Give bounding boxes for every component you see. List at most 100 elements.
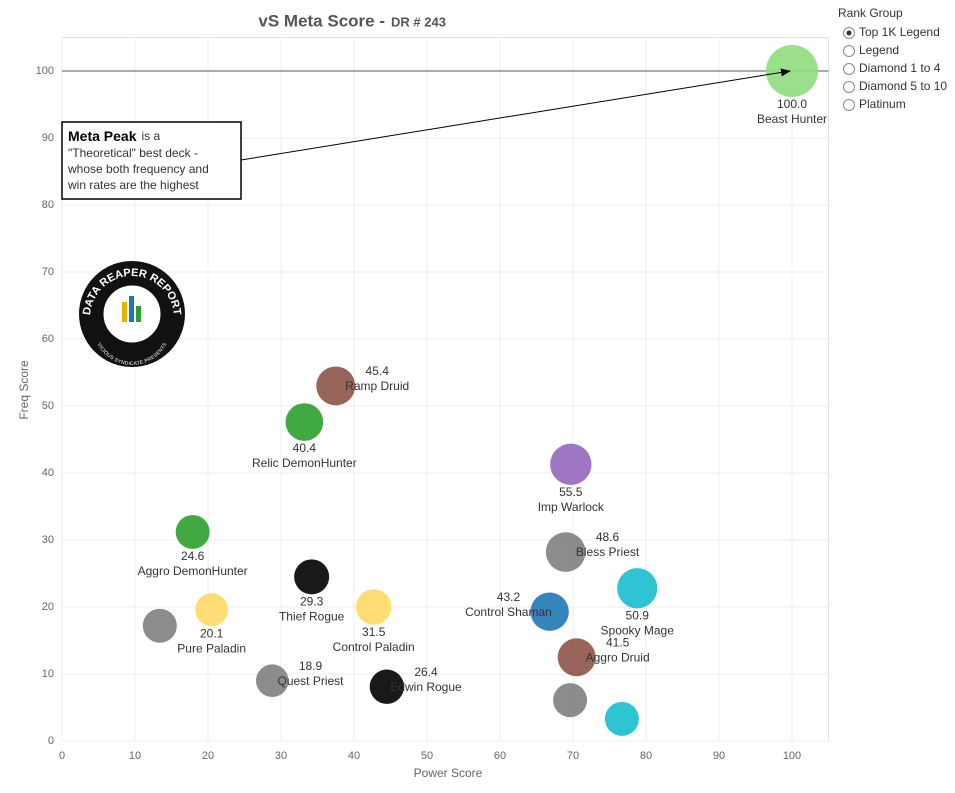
logo: DATA REAPER REPORT VICIOUS SYNDICATE PRE… xyxy=(79,261,185,367)
bubble xyxy=(553,683,588,718)
radio[interactable] xyxy=(843,99,855,111)
legend: Rank Group Top 1K Legend Legend Diamond 1 … xyxy=(838,6,947,111)
x-tick-label: 60 xyxy=(494,750,506,762)
annotation-line: Meta Peak is a xyxy=(68,128,160,144)
bubble xyxy=(316,366,356,406)
score-label: 55.5 xyxy=(559,485,583,499)
score-label: 26.4 xyxy=(414,665,438,679)
legend-label[interactable]: Diamond 1 to 4 xyxy=(859,61,941,75)
legend-title: Rank Group xyxy=(838,6,903,20)
score-label: 40.4 xyxy=(293,441,317,455)
score-label: 20.1 xyxy=(200,626,224,640)
annotation-line: "Theoretical" best deck - xyxy=(68,146,198,160)
y-tick-label: 60 xyxy=(42,333,54,345)
logo-icon xyxy=(136,306,141,322)
grid: 0 10 20 30 40 50 60 70 80 90 100 0 10 20 30 40 50 60 70 80 9… xyxy=(36,37,829,762)
legend-label[interactable]: Platinum xyxy=(859,97,906,111)
bubble xyxy=(285,403,324,441)
x-tick-label: 20 xyxy=(202,750,214,762)
score-label: 29.3 xyxy=(300,595,324,609)
bubble xyxy=(557,638,596,677)
annotation-line: win rates are the highest xyxy=(67,178,199,192)
y-tick-label: 20 xyxy=(42,601,54,613)
y-tick-label: 100 xyxy=(36,65,54,77)
radio[interactable] xyxy=(843,63,855,75)
legend-option[interactable]: Platinum xyxy=(843,97,906,111)
legend-label[interactable]: Diamond 5 to 10 xyxy=(859,79,947,93)
y-tick-label: 0 xyxy=(48,735,54,747)
y-tick-label: 30 xyxy=(42,534,54,546)
score-label: 41.5 xyxy=(606,635,630,649)
annotation-arrow xyxy=(240,68,791,161)
score-label: 24.6 xyxy=(181,549,205,563)
score-label: 100.0 xyxy=(777,97,807,111)
annotation-bold: Meta Peak xyxy=(68,128,137,144)
chart-subtitle: DR # 243 xyxy=(391,14,446,29)
point-label: Bless Priest xyxy=(576,545,640,559)
point-label: Ramp Druid xyxy=(345,379,409,393)
radio-dot xyxy=(846,30,852,36)
annotation-line: whose both frequency and xyxy=(67,162,209,176)
chart-title: vS Meta Score - xyxy=(258,11,385,30)
score-label: 50.9 xyxy=(626,609,650,623)
point-label: Aggro DemonHunter xyxy=(138,564,248,578)
x-tick-label: 0 xyxy=(59,750,65,762)
y-tick-label: 90 xyxy=(42,132,54,144)
x-tick-label: 90 xyxy=(713,750,725,762)
point-label: Beast Hunter xyxy=(757,112,827,126)
bubble xyxy=(766,45,818,97)
point-label: Aggro Druid xyxy=(586,650,650,664)
score-label: 18.9 xyxy=(299,659,323,673)
point-label: Control Paladin xyxy=(333,640,415,654)
x-tick-label: 10 xyxy=(129,750,141,762)
point-label: Thief Rogue xyxy=(279,610,345,624)
point-label: Quest Priest xyxy=(277,674,344,688)
bubble xyxy=(530,592,569,631)
legend-option[interactable]: Legend xyxy=(843,43,900,57)
y-tick-label: 10 xyxy=(42,668,54,680)
x-tick-label: 40 xyxy=(348,750,360,762)
x-axis-label: Power Score xyxy=(414,766,483,780)
legend-label[interactable]: Top 1K Legend xyxy=(859,25,940,39)
bubble xyxy=(369,669,405,704)
score-label: 48.6 xyxy=(596,530,620,544)
point-label: Spooky Mage xyxy=(601,624,675,638)
radio[interactable] xyxy=(843,81,855,93)
bubble xyxy=(355,589,392,625)
legend-label[interactable]: Legend xyxy=(859,43,899,57)
score-label: 45.4 xyxy=(366,364,390,378)
x-tick-label: 50 xyxy=(421,750,433,762)
logo-icon xyxy=(122,302,127,322)
bubble xyxy=(617,568,658,609)
y-axis-label: Freq Score xyxy=(17,360,31,420)
x-tick-label: 100 xyxy=(783,750,801,762)
bubble xyxy=(142,608,177,643)
y-tick-label: 50 xyxy=(42,400,54,412)
point-label: Imp Warlock xyxy=(538,500,605,514)
score-label: 43.2 xyxy=(497,590,521,604)
x-tick-label: 80 xyxy=(640,750,652,762)
legend-option[interactable]: Diamond 1 to 4 xyxy=(843,61,941,75)
bubble xyxy=(545,532,586,572)
annotation-box xyxy=(61,121,242,200)
annotation-text: is a xyxy=(141,129,160,143)
bubble xyxy=(195,593,229,627)
y-tick-label: 40 xyxy=(42,467,54,479)
bubble xyxy=(604,701,639,736)
bubble xyxy=(550,443,592,485)
point-label: Edwin Rogue xyxy=(390,680,462,694)
y-tick-label: 80 xyxy=(42,199,54,211)
x-tick-label: 30 xyxy=(275,750,287,762)
y-tick-label: 70 xyxy=(42,266,54,278)
bubble xyxy=(255,664,289,697)
logo-icon xyxy=(129,296,134,322)
score-label: 31.5 xyxy=(362,625,386,639)
radio[interactable] xyxy=(843,45,855,57)
point-label: Pure Paladin xyxy=(177,641,246,655)
point-label: Control Shaman xyxy=(465,605,552,619)
legend-option[interactable]: Top 1K Legend xyxy=(843,25,940,39)
legend-option[interactable]: Diamond 5 to 10 xyxy=(843,79,948,93)
x-tick-label: 70 xyxy=(567,750,579,762)
